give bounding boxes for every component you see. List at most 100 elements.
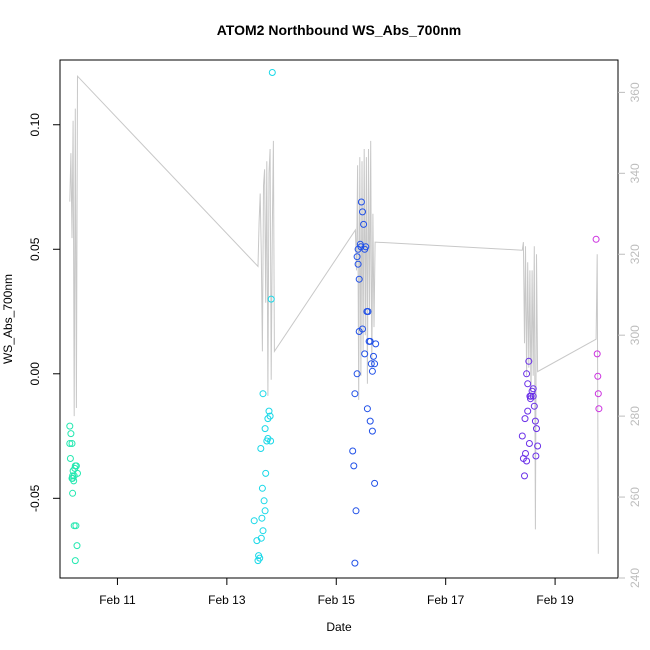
data-point — [260, 497, 268, 505]
y-tick-label: -0.05 — [28, 484, 42, 512]
data-point — [353, 370, 361, 378]
data-point — [66, 455, 74, 462]
data-point — [368, 367, 376, 375]
data-point — [255, 552, 263, 560]
x-tick-label: Feb 11 — [99, 593, 136, 607]
data-point — [250, 517, 258, 525]
data-point — [523, 370, 531, 378]
data-point — [594, 390, 602, 398]
data-point — [351, 559, 359, 567]
data-point — [532, 452, 540, 460]
data-point — [258, 484, 266, 492]
right-tick-label: 340 — [628, 163, 642, 183]
data-point — [530, 402, 538, 410]
data-point — [370, 352, 377, 360]
data-point — [527, 392, 535, 400]
x-tick-label: Feb 15 — [318, 593, 356, 607]
data-point — [593, 350, 601, 358]
data-point — [351, 390, 359, 398]
chart-title: ATOM2 Northbound WS_Abs_700nm — [217, 22, 462, 38]
data-point — [268, 69, 276, 76]
data-point — [362, 243, 370, 251]
data-point — [355, 275, 363, 283]
data-point — [258, 514, 266, 522]
data-point — [257, 445, 265, 452]
data-point — [367, 360, 375, 368]
data-point — [71, 557, 79, 565]
data-point — [525, 440, 533, 447]
x-axis: Feb 11 Feb 13 Feb 15 Feb 17 Feb 19 — [99, 577, 574, 607]
data-point — [354, 245, 362, 253]
data-point — [352, 507, 360, 515]
right-tick-label: 300 — [628, 325, 642, 345]
x-tick-label: Feb 19 — [536, 593, 574, 607]
data-point — [261, 425, 269, 433]
data-point — [372, 340, 380, 348]
data-point — [525, 357, 533, 365]
data-point — [371, 360, 379, 368]
data-point — [257, 534, 265, 542]
data-point — [262, 469, 270, 477]
data-point — [521, 415, 529, 423]
data-point — [68, 440, 76, 447]
data-point — [349, 447, 357, 455]
data-point — [350, 462, 358, 470]
data-point — [265, 407, 273, 415]
data-point — [72, 462, 80, 470]
points-group — [66, 69, 603, 567]
right-tick-label: 280 — [628, 406, 642, 426]
data-point — [264, 435, 272, 442]
data-point — [366, 417, 374, 425]
data-point — [368, 427, 376, 435]
data-point — [267, 295, 275, 303]
right-tick-label: 240 — [628, 568, 642, 588]
x-tick-label: Feb 17 — [427, 593, 465, 607]
data-point — [595, 405, 603, 413]
data-point — [518, 432, 526, 440]
data-point — [74, 469, 81, 477]
data-point — [70, 522, 78, 530]
data-point — [371, 479, 379, 487]
data-point — [353, 253, 361, 261]
data-point — [529, 385, 537, 393]
data-point — [259, 390, 267, 398]
data-point — [66, 422, 74, 430]
data-point — [366, 337, 374, 345]
data-point — [261, 507, 269, 515]
x-tick-label: Feb 13 — [208, 593, 246, 607]
data-point — [522, 450, 529, 457]
data-point — [359, 208, 366, 216]
y-axis-label: WS_Abs_700nm — [1, 274, 15, 364]
data-point — [354, 260, 362, 268]
y-tick-label: 0.05 — [28, 237, 42, 261]
y-axis: -0.05 0.00 0.05 0.10 — [28, 113, 61, 512]
data-point — [523, 457, 531, 465]
data-point — [531, 417, 539, 425]
line-series-group — [69, 74, 599, 554]
data-point — [521, 472, 528, 480]
line-series — [69, 74, 599, 554]
right-tick-label: 360 — [628, 82, 642, 102]
data-point — [266, 412, 274, 420]
data-point — [66, 440, 74, 447]
data-point — [364, 308, 372, 315]
data-point — [524, 380, 532, 388]
right-tick-label: 260 — [628, 487, 642, 507]
data-point — [259, 527, 267, 535]
data-point — [69, 489, 77, 497]
y-tick-label: 0.00 — [28, 362, 42, 386]
data-point — [68, 474, 76, 482]
data-point — [359, 325, 366, 333]
right-tick-label: 320 — [628, 244, 642, 264]
data-point — [524, 407, 532, 415]
y-tick-label: 0.10 — [28, 113, 42, 137]
data-point — [529, 392, 537, 400]
data-point — [360, 220, 368, 228]
data-point — [357, 198, 365, 206]
data-point — [533, 425, 540, 433]
right-axis: 240 260 280 300 320 340 360 — [618, 82, 642, 588]
data-point — [73, 542, 81, 550]
data-point — [67, 430, 75, 438]
data-point — [594, 372, 602, 380]
